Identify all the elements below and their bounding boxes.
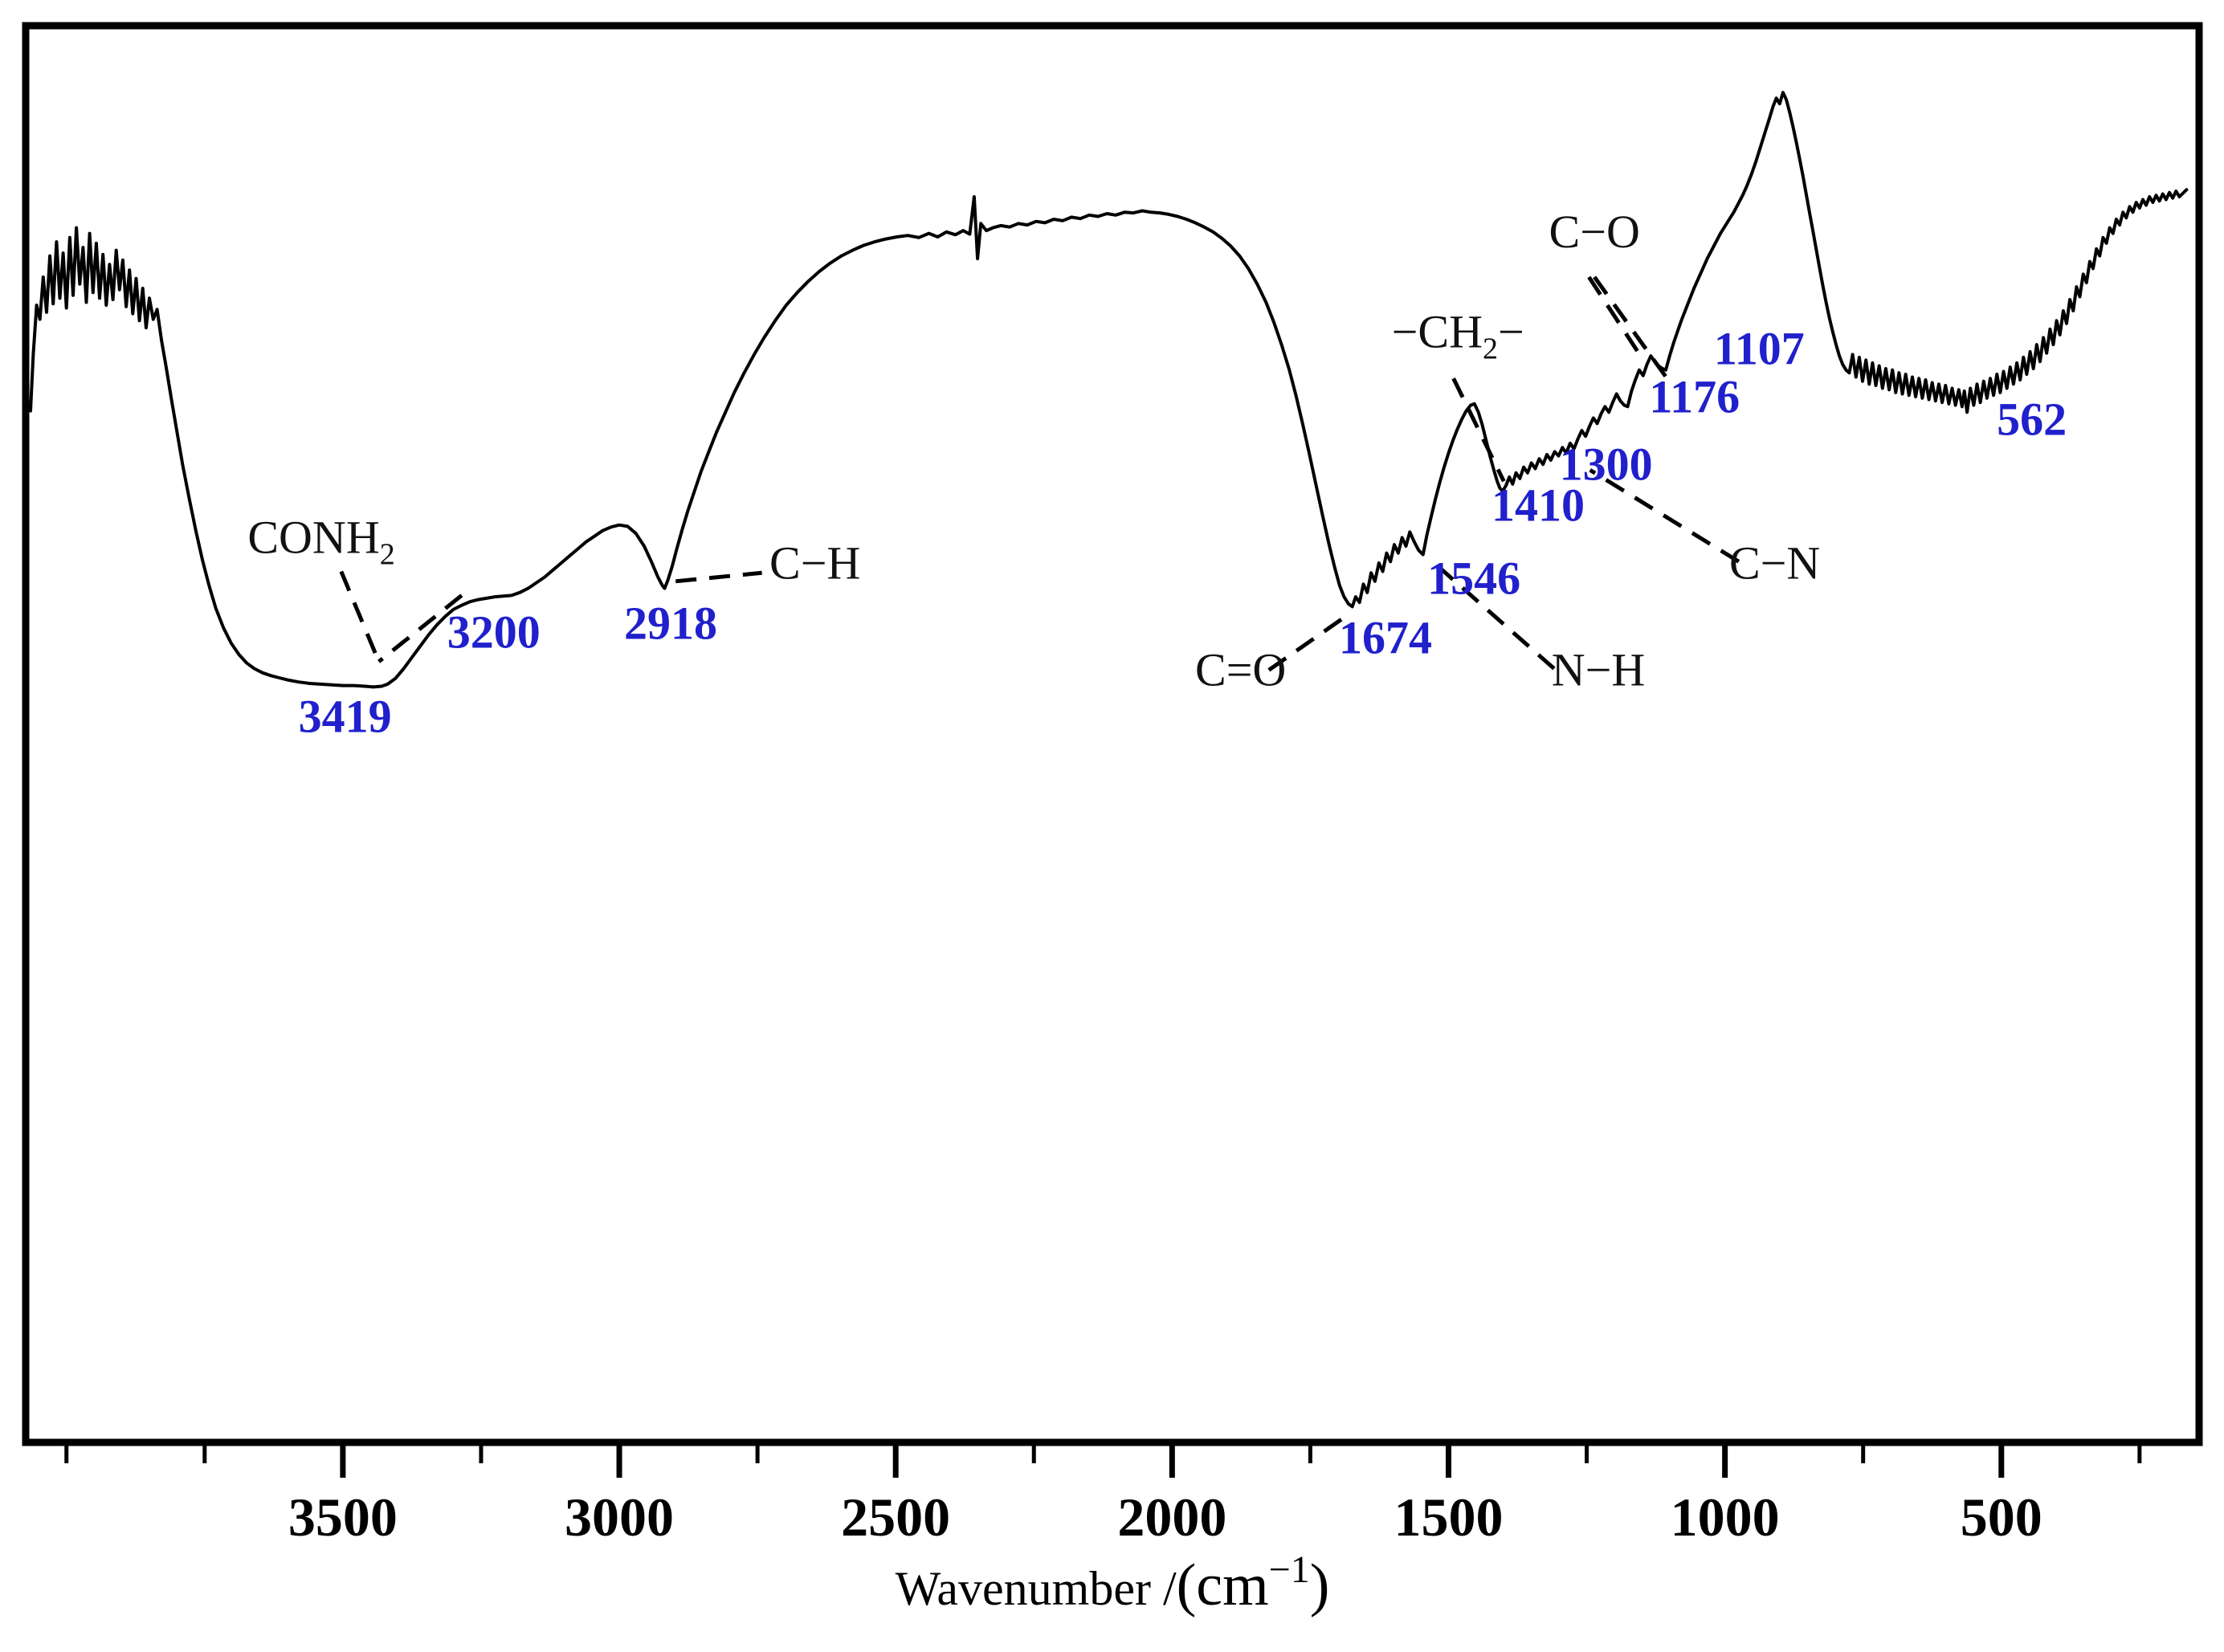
label-ch2: −CH2−	[1392, 306, 1524, 366]
plot-border	[22, 22, 2203, 1446]
x-tick-label: 1500	[1394, 1487, 1503, 1548]
label-1410: 1410	[1492, 479, 1585, 531]
label-1107: 1107	[1714, 323, 1805, 375]
leader-line	[675, 570, 762, 584]
leader-line	[339, 570, 381, 663]
label-1546: 1546	[1427, 553, 1520, 605]
x-tick-label: 3500	[288, 1487, 398, 1548]
leader-line	[377, 593, 463, 663]
label-c-eq-o: C=O	[1195, 644, 1286, 696]
label-n-h: N−H	[1552, 644, 1645, 696]
label-c-n: C−N	[1729, 536, 1820, 589]
label-c-o: C−O	[1549, 206, 1640, 258]
label-2918: 2918	[624, 598, 717, 650]
spectrum-curve	[29, 91, 2189, 689]
x-tick-label: 500	[1961, 1487, 2042, 1548]
leader-line	[1589, 468, 1740, 564]
leader-line	[1451, 377, 1506, 483]
label-1300: 1300	[1560, 438, 1653, 491]
label-conh2: CONH2	[247, 512, 394, 572]
label-1674: 1674	[1339, 611, 1432, 663]
label-562: 562	[1997, 393, 2067, 445]
x-tick-label: 3000	[565, 1487, 674, 1548]
leader-line	[1587, 275, 1641, 355]
label-3200: 3200	[447, 606, 541, 658]
x-tick-label: 1000	[1671, 1487, 1780, 1548]
label-1176: 1176	[1649, 370, 1740, 422]
x-tick-label: 2500	[841, 1487, 950, 1548]
x-axis-title: Wavenumber /(cm−1)	[896, 1548, 1330, 1618]
leader-line	[1267, 616, 1345, 672]
leader-line	[1436, 564, 1556, 671]
label-3419: 3419	[299, 690, 392, 742]
x-axis-ticks: 3500 3000 2500 2000 1500 1000 500	[64, 1446, 2142, 1548]
x-tick-label: 2000	[1117, 1487, 1226, 1548]
leader-lines	[339, 275, 1740, 672]
label-c-h: C−H	[769, 536, 860, 589]
x-axis-title-text: Wavenumber /(cm−1)	[896, 1548, 1330, 1618]
leader-line	[1593, 275, 1671, 383]
